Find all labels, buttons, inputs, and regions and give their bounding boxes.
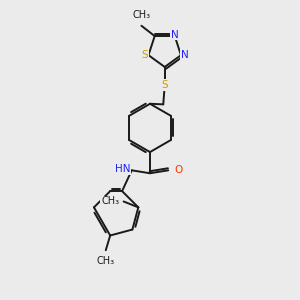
Text: O: O [174, 165, 182, 175]
Text: HN: HN [115, 164, 130, 174]
Text: N: N [181, 50, 188, 60]
Text: S: S [161, 80, 168, 90]
Text: CH₃: CH₃ [97, 256, 115, 266]
Text: CH₃: CH₃ [101, 196, 119, 206]
Text: CH₃: CH₃ [132, 11, 151, 20]
Text: S: S [142, 50, 148, 60]
Text: N: N [171, 30, 178, 40]
